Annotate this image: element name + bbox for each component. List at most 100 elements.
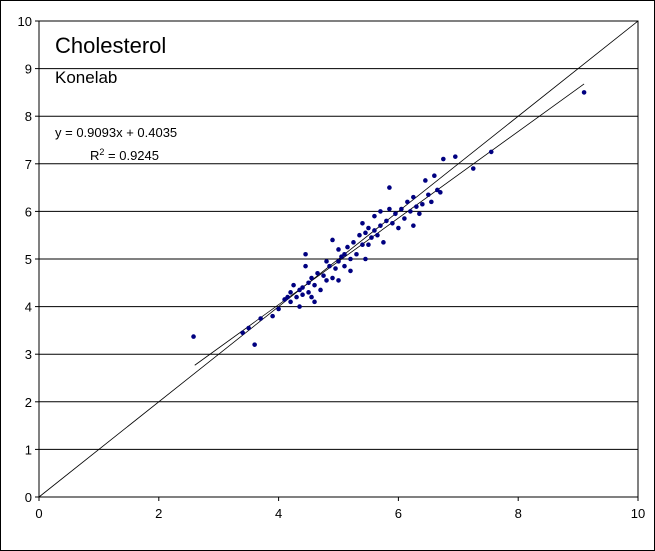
y-tick-label: 6 xyxy=(25,204,32,219)
chart-title: Cholesterol xyxy=(55,33,166,58)
data-point xyxy=(375,232,380,238)
data-point xyxy=(441,156,446,162)
data-point xyxy=(488,149,494,155)
data-point xyxy=(360,242,365,248)
data-point xyxy=(288,299,293,305)
data-point xyxy=(315,270,320,276)
data-point xyxy=(270,313,275,319)
data-point xyxy=(381,240,386,245)
data-point xyxy=(429,199,434,205)
data-point xyxy=(378,223,383,228)
data-point xyxy=(372,228,377,233)
data-point xyxy=(297,304,302,309)
data-point xyxy=(363,256,368,262)
data-point xyxy=(303,263,308,269)
data-point xyxy=(390,221,395,226)
data-point xyxy=(372,213,377,219)
data-point xyxy=(327,263,332,269)
data-point xyxy=(252,342,257,347)
y-tick-label: 7 xyxy=(25,157,32,172)
data-point xyxy=(306,280,311,286)
y-tick-label: 8 xyxy=(25,109,32,124)
identity-line xyxy=(38,20,639,498)
data-point xyxy=(423,178,428,183)
data-point xyxy=(411,223,416,228)
data-point xyxy=(426,192,431,198)
data-point xyxy=(288,290,293,295)
data-point xyxy=(309,294,314,300)
data-point xyxy=(387,185,392,190)
data-point xyxy=(330,275,335,281)
data-point xyxy=(438,190,443,195)
data-point xyxy=(396,225,401,231)
data-point xyxy=(369,235,374,240)
data-point xyxy=(191,334,196,339)
data-point xyxy=(324,259,329,264)
data-point xyxy=(408,209,413,214)
data-point xyxy=(357,232,362,238)
data-point xyxy=(294,294,299,300)
x-tick-label: 2 xyxy=(155,506,162,521)
data-point xyxy=(306,290,311,295)
data-point xyxy=(321,273,326,278)
data-point xyxy=(285,294,290,300)
data-point xyxy=(366,242,371,248)
data-point xyxy=(330,237,335,243)
data-point xyxy=(312,282,317,288)
data-point xyxy=(411,194,416,200)
data-point xyxy=(405,199,410,205)
x-tick-label: 8 xyxy=(515,506,522,521)
r-squared-symbol: R xyxy=(90,148,99,163)
data-point xyxy=(312,299,317,305)
data-point xyxy=(276,306,281,312)
data-point xyxy=(354,251,359,257)
chart-subtitle: Konelab xyxy=(55,68,117,87)
data-point xyxy=(420,201,425,207)
data-point xyxy=(393,211,398,217)
y-tick-label: 10 xyxy=(18,14,32,29)
data-point xyxy=(342,263,347,269)
data-point xyxy=(399,206,404,212)
data-point xyxy=(336,247,341,252)
data-point xyxy=(432,173,437,178)
regression-equation: y = 0.9093x + 0.4035 xyxy=(55,125,177,140)
y-tick-label: 3 xyxy=(25,347,32,362)
data-point xyxy=(240,330,245,336)
y-tick-label: 0 xyxy=(25,490,32,505)
data-point xyxy=(351,240,356,245)
data-point xyxy=(581,90,587,95)
data-point xyxy=(387,206,392,212)
x-tick-label: 0 xyxy=(35,506,42,521)
data-point xyxy=(300,292,305,298)
x-tick-label: 4 xyxy=(275,506,282,521)
y-tick-label: 2 xyxy=(25,395,32,410)
data-point xyxy=(378,209,383,214)
data-point xyxy=(366,225,371,231)
data-point xyxy=(333,266,338,271)
data-point xyxy=(345,244,350,250)
data-point xyxy=(342,251,347,257)
data-point xyxy=(470,166,476,171)
data-point xyxy=(324,278,329,283)
y-tick-label: 9 xyxy=(25,62,32,77)
r-squared-value: = 0.9245 xyxy=(104,148,159,163)
x-tick-label: 10 xyxy=(631,506,645,521)
data-point xyxy=(417,211,422,217)
data-point xyxy=(336,278,341,283)
data-point xyxy=(360,221,365,226)
data-point xyxy=(384,218,389,224)
data-point xyxy=(348,268,353,274)
data-point xyxy=(303,251,308,257)
data-point xyxy=(246,325,251,331)
r-squared-superscript: 2 xyxy=(99,147,104,157)
data-point xyxy=(453,154,458,159)
x-tick-label: 6 xyxy=(395,506,402,521)
data-point xyxy=(309,275,314,281)
data-point xyxy=(414,204,419,209)
y-tick-label: 1 xyxy=(25,442,32,457)
r-squared-label: R2 = 0.9245 xyxy=(90,147,159,163)
data-point xyxy=(291,282,296,288)
data-point xyxy=(336,259,341,264)
